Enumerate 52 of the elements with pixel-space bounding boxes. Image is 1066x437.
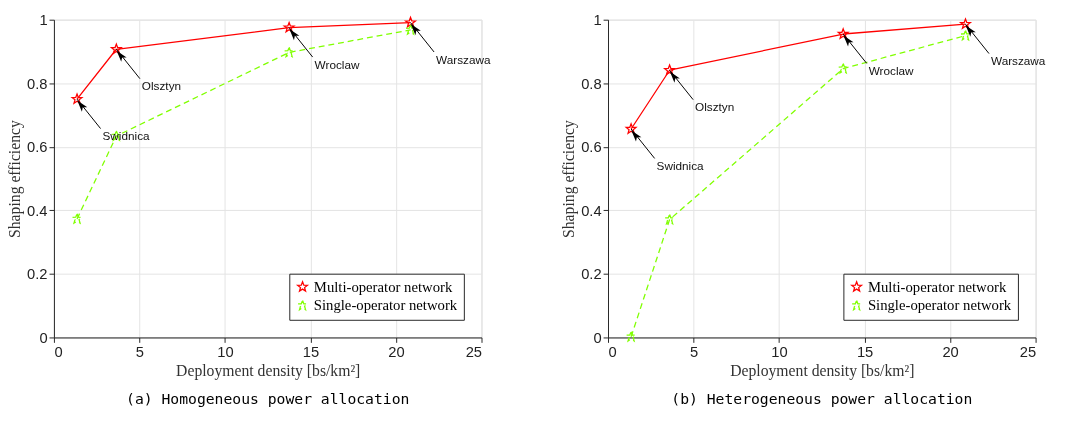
- y-tick-label: 1: [593, 12, 602, 29]
- y-tick-label: 0.8: [581, 75, 602, 92]
- x-tick-label: 5: [689, 343, 699, 360]
- y-tick-label: 0.4: [27, 202, 48, 219]
- point: [71, 93, 83, 104]
- annotation: Wroclaw: [868, 64, 915, 78]
- annotation: Warszawa: [436, 52, 491, 66]
- point: [837, 28, 849, 39]
- y-axis-title: Shaping efficiency: [560, 120, 579, 238]
- y-axis-title: Shaping efficiency: [6, 120, 25, 238]
- x-tick-label: 15: [302, 343, 320, 360]
- x-tick-label: 25: [465, 343, 482, 360]
- point: [959, 18, 972, 29]
- x-tick-label: 10: [771, 343, 788, 360]
- x-tick-label: 10: [217, 343, 234, 360]
- legend-label: Single-operator network: [867, 297, 1012, 314]
- x-tick-label: 20: [942, 343, 959, 360]
- point: [625, 331, 637, 342]
- annotation: Swidnica: [656, 159, 705, 173]
- y-tick-label: 0.6: [581, 139, 602, 156]
- y-tick-label: 0: [39, 329, 48, 346]
- x-tick-label: 25: [1019, 343, 1037, 360]
- point: [110, 43, 122, 55]
- text: (b) Heterogeneous power allocation: [671, 390, 973, 408]
- x-tick-label: 15: [856, 343, 874, 360]
- point: [283, 21, 295, 33]
- y-tick-label: 0.6: [27, 139, 48, 156]
- legend-label: Multi-operator network: [867, 278, 1007, 295]
- x-axis-title: Deployment density [bs/km²]: [176, 362, 361, 381]
- legend-label: Single-operator network: [313, 297, 458, 314]
- x-tick-label: 5: [135, 343, 145, 360]
- point: [283, 46, 295, 58]
- annotation: Olsztyn: [141, 79, 182, 93]
- y-tick-label: 0.8: [27, 75, 48, 92]
- y-tick-label: 0: [593, 329, 602, 346]
- x-axis-title: Deployment density [bs/km²]: [730, 362, 915, 381]
- annotation: Warszawa: [990, 54, 1046, 68]
- x-tick-label: 0: [608, 343, 617, 360]
- text: (a) Homogeneous power allocation: [126, 390, 410, 408]
- point: [837, 62, 849, 74]
- point: [405, 16, 417, 28]
- annotation: Wroclaw: [314, 57, 360, 71]
- x-tick-label: 0: [54, 343, 63, 360]
- point: [664, 64, 676, 76]
- annotation: Olsztyn: [695, 100, 735, 114]
- x-tick-label: 20: [388, 343, 405, 360]
- y-tick-label: 0.2: [27, 266, 48, 283]
- y-tick-label: 0.2: [581, 266, 602, 283]
- y-tick-label: 0.4: [581, 202, 602, 219]
- legend-label: Multi-operator network: [313, 278, 453, 295]
- y-tick-label: 1: [39, 12, 48, 29]
- point: [625, 123, 637, 134]
